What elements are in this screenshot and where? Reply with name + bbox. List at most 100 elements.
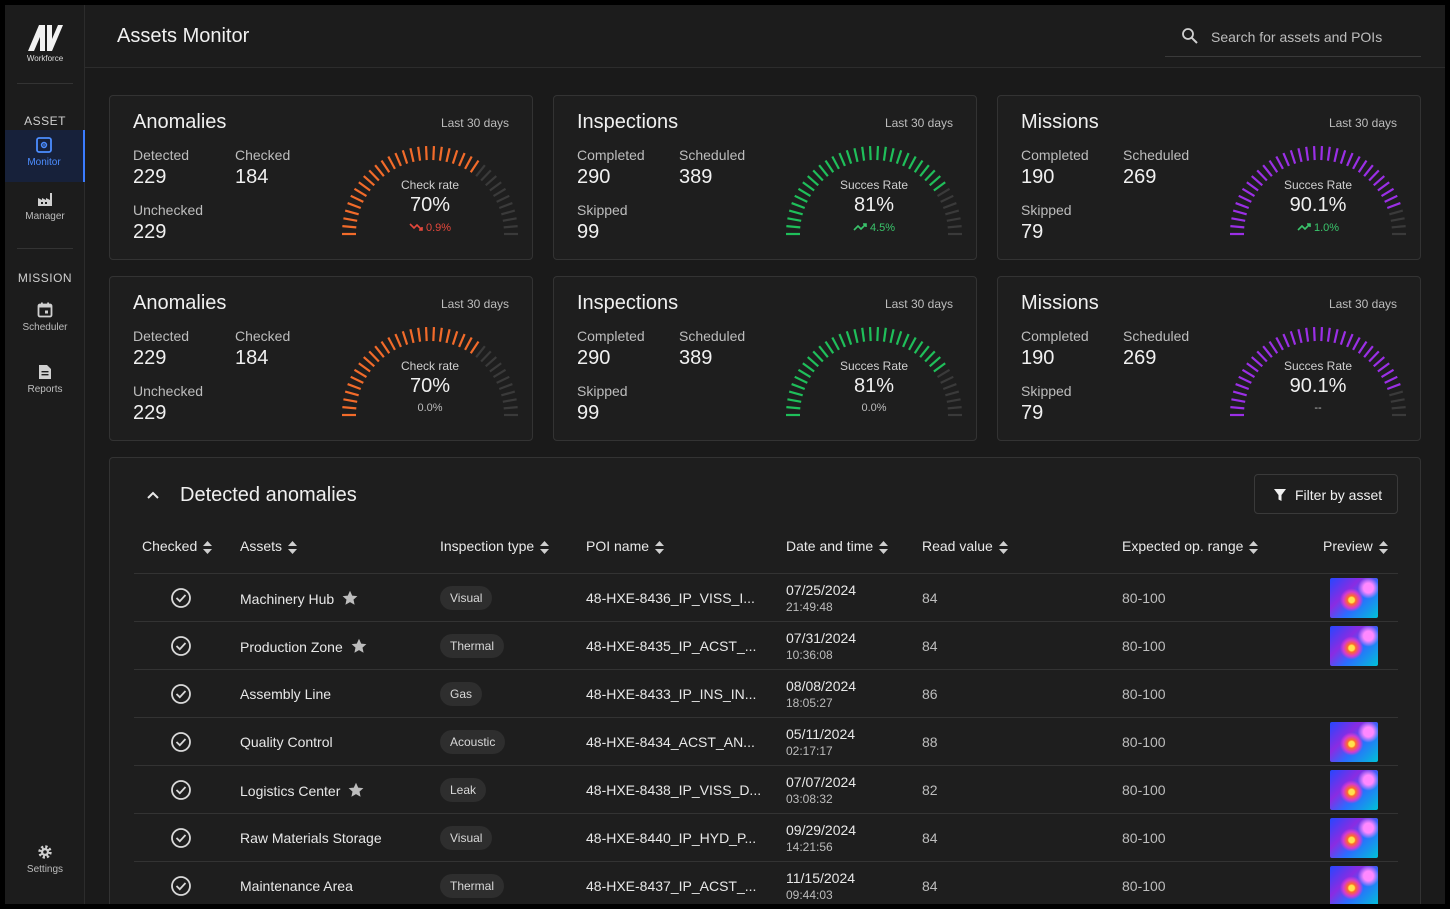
asset-cell: Raw Materials Storage [240, 830, 382, 846]
gauge-tick [501, 209, 516, 216]
sidebar-item-scheduler[interactable]: Scheduler [5, 295, 85, 347]
sort-icon[interactable] [288, 540, 298, 554]
sidebar-item-settings[interactable]: Settings [5, 837, 85, 889]
trend-up-icon [1297, 223, 1311, 231]
gauge-tick [1235, 202, 1250, 210]
column-header[interactable]: Checked [142, 538, 213, 554]
stat-value: 229 [133, 166, 167, 188]
check-circle-icon[interactable] [170, 587, 192, 609]
sort-icon[interactable] [1249, 540, 1259, 554]
gauge-tick [947, 225, 962, 229]
sort-icon[interactable] [203, 540, 213, 554]
gauge-tick [485, 356, 497, 368]
sidebar-item-label: Monitor [27, 157, 61, 168]
table-row[interactable]: Logistics Center Leak 48-HXE-8438_IP_VISS_… [134, 766, 1398, 814]
gauge-tick [498, 383, 513, 391]
gauge-tick [1282, 333, 1290, 348]
sort-icon[interactable] [1378, 540, 1388, 554]
sort-icon[interactable] [879, 540, 889, 554]
sort-icon[interactable] [655, 540, 665, 554]
monitor-icon [36, 137, 52, 153]
search-box[interactable] [1165, 19, 1421, 57]
stat-value: 184 [235, 166, 269, 188]
stat-value: 269 [1123, 166, 1157, 188]
gauge-tick [432, 327, 436, 342]
column-header[interactable]: Expected op. range [1122, 538, 1259, 554]
sidebar-item-monitor[interactable]: Monitor [5, 130, 85, 182]
sort-icon[interactable] [540, 540, 550, 554]
table-row[interactable]: Maintenance Area Thermal 48-HXE-8437_IP_AC… [134, 862, 1398, 904]
gauge-tick [1251, 356, 1263, 368]
gauge-tick [936, 187, 951, 197]
read-value: 84 [922, 638, 938, 654]
thermal-preview-image[interactable] [1330, 770, 1378, 810]
stat-value: 190 [1021, 166, 1055, 188]
column-header-label: Expected op. range [1122, 538, 1244, 554]
column-header[interactable]: Preview [1323, 538, 1388, 554]
gauge-tick [496, 194, 510, 203]
gauge-tick [424, 146, 428, 161]
chevron-up-icon[interactable] [146, 488, 160, 502]
stat-label: Checked [235, 147, 291, 163]
card-period: Last 30 days [440, 116, 509, 130]
gauge-tick [818, 345, 829, 358]
check-circle-icon[interactable] [170, 683, 192, 705]
thermal-preview-image[interactable] [1330, 578, 1378, 618]
gauge-delta: 4.5% [784, 221, 964, 234]
thermal-preview-image[interactable] [1330, 866, 1378, 904]
table-row[interactable]: Production Zone Thermal 48-HXE-8435_IP_ACS… [134, 622, 1398, 670]
check-circle-icon[interactable] [170, 875, 192, 897]
gauge-tick [1256, 350, 1268, 363]
table-row[interactable]: Raw Materials Storage Visual 48-HXE-8440_I… [134, 814, 1398, 862]
gauge-tick [788, 390, 803, 397]
poi-name: 48-HXE-8433_IP_INS_IN... [586, 686, 757, 702]
table-row[interactable]: Machinery Hub Visual 48-HXE-8436_IP_VISS_I… [134, 574, 1398, 622]
anomalies-panel: Detected anomalies Filter by asset Check… [109, 457, 1421, 904]
search-input[interactable] [1211, 27, 1411, 47]
gauge-tick [469, 159, 480, 173]
gauge-tick [347, 383, 362, 391]
sidebar-item-label: Reports [27, 384, 63, 395]
star-icon[interactable] [351, 638, 367, 654]
card-title: Inspections [577, 292, 679, 314]
sort-icon[interactable] [998, 540, 1008, 554]
gauge-tick [942, 383, 957, 391]
star-icon[interactable] [342, 590, 358, 606]
check-circle-icon[interactable] [170, 635, 192, 657]
stat-value: 229 [133, 221, 167, 243]
table-row[interactable]: Assembly Line Gas 48-HXE-8433_IP_INS_IN...… [134, 670, 1398, 718]
check-circle-icon[interactable] [170, 779, 192, 801]
gauge-tick [1377, 181, 1390, 192]
gauge-tick [889, 328, 895, 344]
time: 21:49:48 [786, 600, 833, 614]
time: 14:21:56 [786, 840, 833, 854]
gauge: Succes Rate 81% 0.0% [784, 327, 964, 422]
stat-value: 99 [577, 402, 600, 424]
table-row[interactable]: Quality Control Acoustic 48-HXE-8434_ACST_… [134, 718, 1398, 766]
logo[interactable]: Workforce [5, 23, 85, 63]
gauge-value: 90.1% [1289, 375, 1347, 397]
thermal-preview-image[interactable] [1330, 818, 1378, 858]
gauge-tick [445, 147, 451, 163]
filter-by-asset-button[interactable]: Filter by asset [1254, 474, 1398, 514]
check-circle-icon[interactable] [170, 827, 192, 849]
date-time: 05/11/2024 02:17:17 [786, 726, 855, 758]
gauge-tick [424, 327, 428, 342]
column-header[interactable]: Inspection type [440, 538, 550, 554]
time: 18:05:27 [786, 696, 833, 710]
date-time: 09/29/2024 14:21:56 [786, 822, 856, 854]
thermal-preview-image[interactable] [1330, 626, 1378, 666]
star-icon[interactable] [348, 782, 364, 798]
stat-label: Scheduled [679, 147, 746, 163]
gauge-tick [838, 152, 846, 167]
column-header[interactable]: Assets [240, 538, 298, 554]
thermal-preview-image[interactable] [1330, 722, 1378, 762]
sidebar-item-manager[interactable]: Manager [5, 184, 85, 236]
inspection-type-chip: Thermal [440, 634, 505, 658]
check-circle-icon[interactable] [170, 731, 192, 753]
column-header[interactable]: Date and time [786, 538, 889, 554]
column-header[interactable]: POI name [586, 538, 665, 554]
column-header[interactable]: Read value [922, 538, 1008, 554]
gauge-tick [902, 152, 910, 167]
sidebar-item-reports[interactable]: Reports [5, 357, 85, 409]
